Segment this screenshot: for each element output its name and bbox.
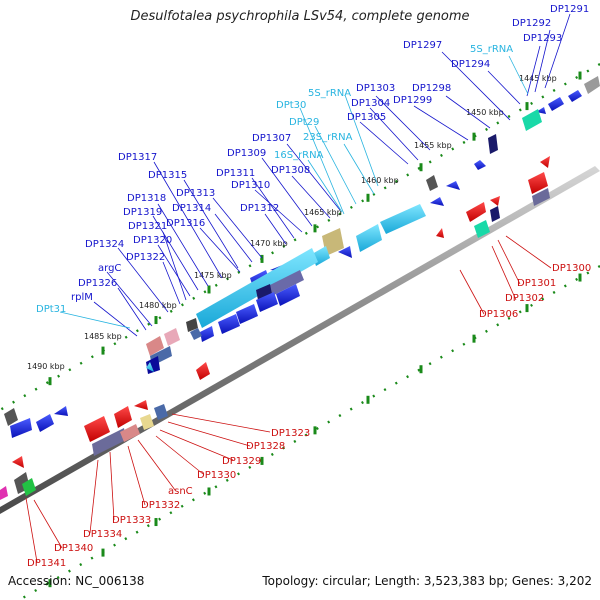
gene-label: DP1313	[176, 188, 215, 199]
kbp-label: 1465 kbp	[304, 208, 342, 217]
gene-label: DP1330	[197, 470, 236, 481]
reverse-features	[0, 156, 550, 500]
gene-label: DP1310	[231, 180, 270, 191]
gene-label: DP1312	[240, 203, 279, 214]
gene-label: DP1298	[412, 83, 451, 94]
gene-label: DP1304	[351, 98, 390, 109]
gene-label: DP1302	[505, 293, 544, 304]
scale-tick-mark	[313, 224, 317, 233]
gene-label: DP1322	[126, 252, 165, 263]
leader-lines-forward	[93, 13, 571, 337]
scale-tick-mark	[578, 273, 582, 282]
scale-tick-mark	[154, 518, 158, 527]
forward-gene-labels: DP1291 DP1292 DP1293 DP1294 DP1297 DP129…	[71, 4, 589, 303]
scale-tick-mark	[472, 334, 476, 343]
kbp-label: 1485 kbp	[84, 332, 122, 341]
kbp-label: 1490 kbp	[27, 362, 65, 371]
kbp-label: 1445 kbp	[519, 74, 557, 83]
gene-label: DP1315	[148, 170, 187, 181]
scale-tick-mark	[48, 377, 52, 386]
gene-label: DP1320	[133, 235, 172, 246]
gene-label: DP1318	[127, 193, 166, 204]
gene-label: argC	[98, 263, 121, 274]
scale-tick-mark	[366, 193, 370, 202]
gene-label: DP1316	[166, 218, 205, 229]
kbp-label: 1475 kbp	[194, 271, 232, 280]
gene-label: DPt31	[36, 304, 66, 315]
gene-label: DP1291	[550, 4, 589, 15]
scale-tick-mark	[525, 102, 529, 111]
gene-label: DP1292	[512, 18, 551, 29]
gene-label: DPt29	[289, 117, 319, 128]
gene-label: 23S_rRNA	[303, 132, 353, 143]
gene-label: DP1297	[403, 40, 442, 51]
reverse-gene-labels: DP1300 DP1301 DP1302 DP1306 DP1323 DP132…	[27, 263, 591, 569]
gene-label: DP1311	[216, 168, 255, 179]
scale-tick-mark	[366, 395, 370, 404]
scale-tick-mark	[101, 548, 105, 557]
leader-lines-rna	[59, 55, 529, 329]
kbp-label: 1460 kbp	[361, 176, 399, 185]
gene-label: DP1334	[83, 529, 122, 540]
gene-label: DP1333	[112, 515, 151, 526]
rna-gene-labels: 5S_rRNA 5S_rRNA DPt30 DPt29 23S_rRNA 16S…	[36, 44, 513, 315]
kbp-label: 1470 kbp	[250, 239, 288, 248]
gene-label: asnC	[168, 486, 193, 497]
genome-summary-text: Topology: circular; Length: 3,523,383 bp…	[262, 574, 592, 588]
leader-lines-reverse	[25, 235, 552, 563]
scale-ticks	[48, 71, 582, 588]
scale-tick-mark	[207, 285, 211, 294]
scale-tick-mark	[101, 346, 105, 355]
scale-tick-mark	[472, 132, 476, 141]
scale-tick-mark	[525, 304, 529, 313]
map-title: Desulfotalea psychrophila LSv54, complet…	[130, 9, 470, 24]
scale-tick-mark	[48, 579, 52, 588]
scale-tick-mark	[419, 365, 423, 374]
scale-tick-mark	[419, 163, 423, 172]
gene-label: DP1317	[118, 152, 157, 163]
gene-label: DP1326	[78, 278, 117, 289]
kbp-label: 1450 kbp	[466, 108, 504, 117]
gene-label: DP1307	[252, 133, 291, 144]
scale-tick-mark	[207, 487, 211, 496]
gene-label: DP1308	[271, 165, 310, 176]
gene-label: DP1301	[517, 278, 556, 289]
gene-label: DP1324	[85, 239, 124, 250]
kbp-label: 1455 kbp	[414, 141, 452, 150]
gene-label: DP1341	[27, 558, 66, 569]
gene-label: DP1329	[222, 456, 261, 467]
gene-label: DP1294	[451, 59, 490, 70]
gene-label: DP1305	[347, 112, 386, 123]
scale-tick-mark	[578, 71, 582, 80]
gene-label: DPt30	[276, 100, 306, 111]
kbp-label: 1480 kbp	[139, 301, 177, 310]
gene-label: DP1319	[123, 207, 162, 218]
accession-text: Accession: NC_006138	[8, 574, 145, 588]
gene-label: 5S_rRNA	[470, 44, 513, 55]
gene-label: DP1340	[54, 543, 93, 554]
scale-labels: 1445 kbp 1450 kbp 1455 kbp 1460 kbp 1465…	[27, 74, 557, 371]
gene-label: DP1314	[172, 203, 211, 214]
forward-features	[4, 76, 600, 438]
gene-label: 5S_rRNA	[308, 88, 351, 99]
gene-label: rplM	[71, 292, 93, 303]
gene-label: DP1321	[128, 221, 167, 232]
gene-label: DP1332	[141, 500, 180, 511]
scale-tick-mark	[260, 456, 264, 465]
gene-label: DP1300	[552, 263, 591, 274]
gene-label: DP1323	[271, 428, 310, 439]
gene-label: DP1306	[479, 309, 518, 320]
gene-label: 16S_rRNA	[274, 150, 324, 161]
gene-label: DP1309	[227, 148, 266, 159]
scale-tick-mark	[260, 254, 264, 263]
gene-label: DP1293	[523, 33, 562, 44]
gene-label: DP1299	[393, 95, 432, 106]
gene-label: DP1303	[356, 83, 395, 94]
scale-tick-mark	[313, 426, 317, 435]
scale-tick-mark	[154, 316, 158, 325]
gene-label: DP1328	[246, 441, 285, 452]
